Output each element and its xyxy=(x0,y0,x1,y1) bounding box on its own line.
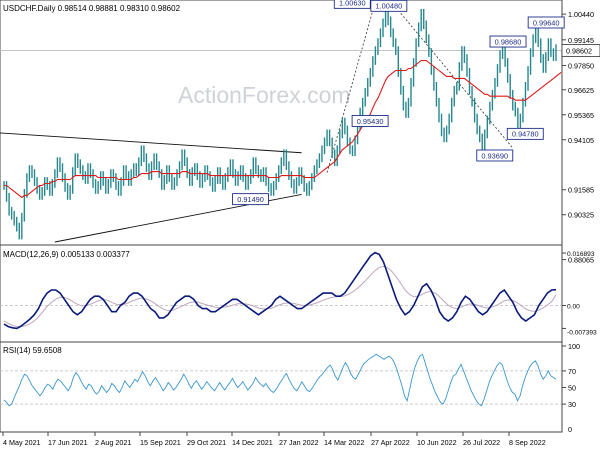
rsi-y-tick-label-2: 50 xyxy=(568,384,576,393)
price-y-tick-label-3: 0.96625 xyxy=(568,86,594,95)
macd-signal-line xyxy=(3,265,557,328)
macd-y-tick-label-0: 0.016893 xyxy=(567,251,595,258)
x-tick-label-8: 27 Apr 2022 xyxy=(371,438,410,447)
price-y-tick-label-1: 0.99145 xyxy=(568,36,594,45)
price-panel-title: USDCHF.Daily 0.98514 0.98881 0.98310 0.9… xyxy=(3,4,181,13)
annotation-box-1 xyxy=(370,0,408,12)
x-tick-label-9: 10 Jun 2022 xyxy=(417,438,457,447)
x-tick-label-7: 14 Mar 2022 xyxy=(324,438,364,447)
price-y-tick-label-2: 0.97850 xyxy=(568,61,594,70)
rsi-y-tick-label-3: 30 xyxy=(568,400,576,409)
macd-panel-title: MACD(12,26,9) 0.005133 0.003377 xyxy=(3,250,130,259)
price-y-tick-label-8: 0.88065 xyxy=(568,256,594,265)
trendlines xyxy=(0,10,514,243)
x-tick-label-0: 4 May 2021 xyxy=(3,438,41,447)
price-y-axis: 1.00440 0.99145 0.97850 0.96625 0.95365 0.941… xyxy=(561,10,600,265)
rsi-layer: 100 70 50 30 0 xyxy=(0,342,580,434)
annotation-box-0 xyxy=(333,0,371,9)
rsi-y-tick-label-1: 70 xyxy=(568,367,576,376)
price-sma xyxy=(4,59,562,199)
annotation-label-7: 0.91490 xyxy=(237,195,264,204)
price-annotations: 1.00630 1.00480 0.95430 0.99640 0.98680 0.936… xyxy=(232,0,565,206)
dashed-rally-line xyxy=(326,10,374,173)
price-y-tick-label-6: 0.91585 xyxy=(568,186,594,195)
x-tick-label-1: 17 Jun 2021 xyxy=(48,438,88,447)
x-axis: 4 May 2021 17 Jun 2021 2 Aug 2021 15 Sep 20… xyxy=(2,432,546,447)
price-y-tick-label-7: 0.90325 xyxy=(568,211,594,220)
annotation-label-4: 0.98680 xyxy=(495,37,522,46)
upper-trendline xyxy=(0,132,302,154)
dashed-decline-line xyxy=(400,13,514,149)
price-y-tick-label-4: 0.95365 xyxy=(568,111,594,120)
macd-layer: 0.016893 0.00 -0.007393 xyxy=(0,251,597,336)
annotation-label-6: 0.94780 xyxy=(512,130,539,139)
annotation-label-2: 0.95430 xyxy=(357,117,384,126)
annotation-label-5: 0.93690 xyxy=(481,151,508,160)
macd-panel-frame xyxy=(0,244,563,343)
rsi-panel-title: RSI(14) 59.6508 xyxy=(3,346,62,355)
current-price-badge xyxy=(561,44,600,57)
annotation-box-3 xyxy=(527,16,565,29)
annotation-box-6 xyxy=(506,127,544,140)
rsi-y-tick-label-0: 100 xyxy=(568,342,580,351)
x-tick-label-2: 2 Aug 2021 xyxy=(95,438,131,447)
annotation-label-0: 1.00630 xyxy=(339,0,366,8)
annotation-box-5 xyxy=(476,149,514,162)
price-y-tick-label-5: 0.94105 xyxy=(568,136,594,145)
macd-y-tick-label-1: 0.00 xyxy=(567,303,580,310)
annotation-label-1: 1.00480 xyxy=(375,2,402,11)
price-bars xyxy=(3,6,557,240)
x-tick-label-4: 29 Oct 2021 xyxy=(187,438,226,447)
macd-line xyxy=(3,251,557,330)
current-price-label: 0.98602 xyxy=(566,47,592,56)
x-tick-label-11: 8 Sep 2022 xyxy=(509,438,546,447)
x-tick-label-6: 27 Jan 2022 xyxy=(279,438,319,447)
rsi-panel-frame xyxy=(0,341,563,433)
rsi-line xyxy=(3,353,557,407)
annotation-box-2 xyxy=(351,115,389,127)
annotation-box-4 xyxy=(489,35,527,48)
price-panel-frame xyxy=(0,0,563,246)
annotation-box-7 xyxy=(232,193,270,206)
rsi-y-tick-label-4: 0 xyxy=(568,425,572,434)
macd-y-tick-label-2: -0.007393 xyxy=(567,329,597,336)
annotation-label-3: 0.99640 xyxy=(533,18,560,27)
watermark-text: ActionForex.com xyxy=(178,82,351,108)
x-tick-label-5: 14 Dec 2021 xyxy=(232,438,273,447)
sma-line xyxy=(4,59,562,199)
x-tick-label-3: 15 Sep 2021 xyxy=(140,438,181,447)
x-tick-label-10: 26 Jul 2022 xyxy=(463,438,500,447)
price-y-tick-label-0: 1.00440 xyxy=(568,10,594,19)
